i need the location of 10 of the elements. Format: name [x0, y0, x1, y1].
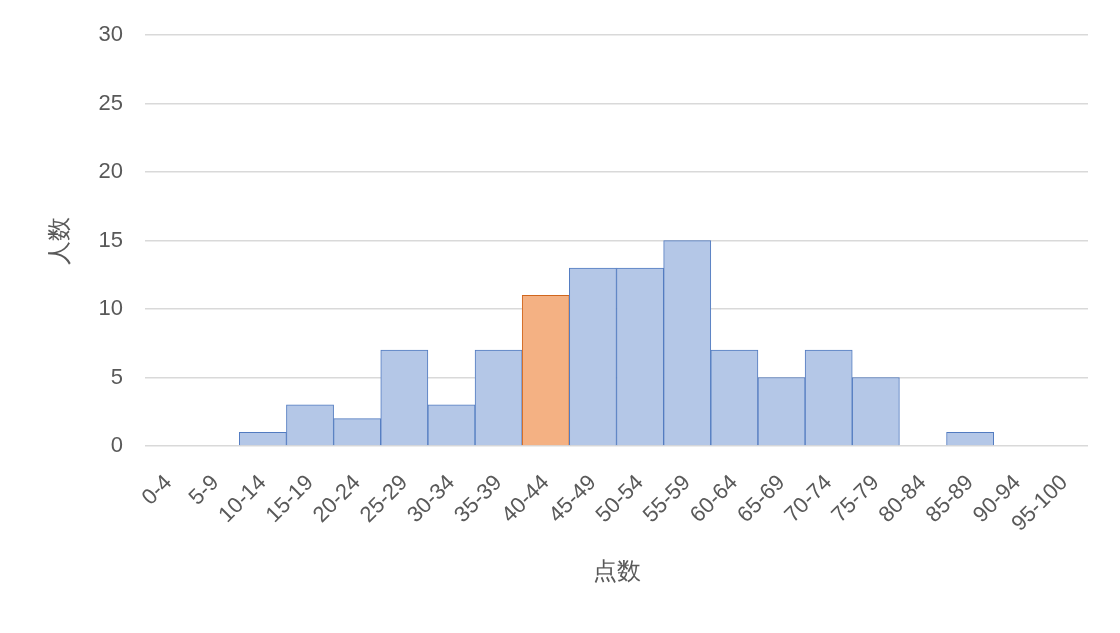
y-tick-label: 15	[98, 226, 123, 252]
y-tick-label: 0	[110, 432, 123, 458]
y-tick-label: 20	[98, 158, 123, 184]
x-axis-title: 点数	[592, 557, 641, 585]
x-tick-label: 0-4	[136, 469, 177, 510]
y-tick-label: 30	[98, 21, 123, 47]
y-tick-label: 25	[98, 89, 123, 115]
y-tick-label: 5	[110, 363, 123, 389]
y-axis-title: 人数	[45, 216, 73, 265]
y-tick-label: 10	[98, 295, 123, 321]
